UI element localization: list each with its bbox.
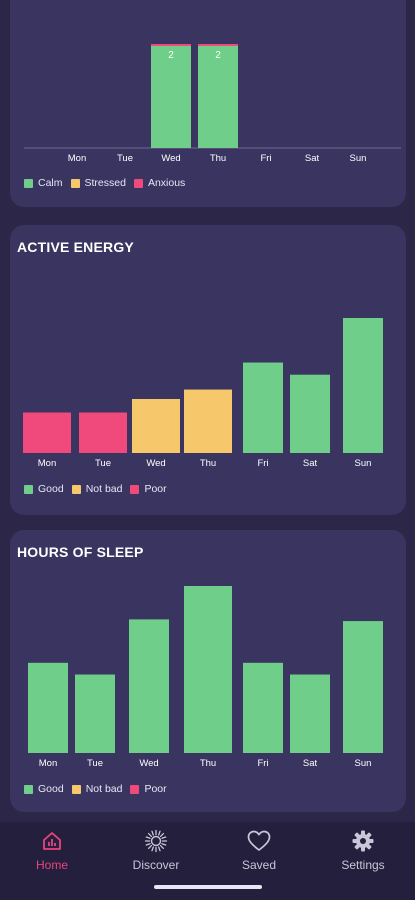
tick-label: Sun: [350, 153, 367, 164]
legend-label: Good: [38, 483, 64, 495]
tick-label: Sun: [355, 758, 372, 769]
bar-sat: [290, 374, 330, 453]
nav-saved[interactable]: Saved: [219, 828, 299, 872]
bar-value-label: 2: [215, 50, 221, 61]
bar-sun: [343, 621, 383, 753]
bar-value-label: 2: [168, 50, 174, 61]
bar-tue: [79, 412, 127, 453]
legend-swatch: [71, 784, 81, 794]
legend-label: Not bad: [85, 483, 123, 495]
card-title: HOURS OF SLEEP: [17, 544, 144, 560]
legend-swatch: [24, 178, 33, 188]
bar-wed: [132, 399, 180, 453]
hours-of-sleep-chart: Mon Tue Wed Thu Fri Sat Sun: [28, 586, 383, 769]
legend-good: Good: [24, 483, 64, 495]
tick-label: Tue: [87, 758, 103, 769]
nav-label: Settings: [341, 858, 385, 872]
legend-swatch: [70, 178, 80, 188]
legend-stressed: Stressed: [70, 177, 126, 189]
nav-discover[interactable]: Discover: [116, 828, 196, 872]
bar-mon: [28, 662, 68, 753]
tick-label: Mon: [39, 758, 57, 769]
legend-swatch: [71, 484, 81, 494]
tick-label: Wed: [161, 153, 180, 164]
legend-calm: Calm: [24, 177, 63, 189]
tick-label: Wed: [139, 758, 158, 769]
legend-swatch: [130, 484, 140, 494]
mood-card: Mon Tue 2 Wed 2 Thu Fri Sat Sun Calm Stressed An…: [10, 0, 406, 207]
chart-home-icon: [12, 828, 92, 854]
legend-poor: Poor: [130, 483, 167, 495]
tick-label: Fri: [257, 758, 268, 769]
tick-label: Mon: [38, 458, 56, 469]
nav-home[interactable]: Home: [12, 828, 92, 872]
legend-label: Not bad: [85, 783, 123, 795]
mood-chart: Mon Tue 2 Wed 2 Thu Fri Sat Sun: [24, 44, 401, 164]
nav-label: Saved: [241, 858, 277, 872]
tick-label: Sat: [303, 458, 318, 469]
nav-label: Discover: [132, 858, 180, 872]
tick-label: Tue: [95, 458, 111, 469]
tick-label: Thu: [210, 153, 226, 164]
tick-label: Sat: [303, 758, 318, 769]
tick-label: Fri: [257, 458, 268, 469]
card-title: ACTIVE ENERGY: [17, 239, 134, 255]
legend-label: Poor: [144, 483, 167, 495]
legend-not-bad: Not bad: [71, 483, 123, 495]
bar-fri: [243, 362, 283, 453]
gear-icon: [323, 828, 403, 854]
legend-label: Calm: [38, 177, 63, 189]
active-energy-card: ACTIVE ENERGY Mon Tue Wed Thu Fri Sat Sun Good…: [10, 225, 406, 515]
bar-sun: [343, 318, 383, 453]
legend-swatch: [133, 178, 143, 188]
tick-label: Sun: [355, 458, 372, 469]
legend-poor: Poor: [130, 783, 167, 795]
sun-burst-icon: [116, 828, 196, 854]
legend-label: Poor: [144, 783, 167, 795]
bar-thu: [184, 586, 232, 753]
tick-label: Tue: [117, 153, 133, 164]
active-energy-chart: Mon Tue Wed Thu Fri Sat Sun: [23, 318, 383, 469]
legend-swatch: [24, 784, 33, 794]
bar-fri: [243, 662, 283, 753]
nav-settings[interactable]: Settings: [323, 828, 403, 872]
energy-legend: Good Not bad Poor: [24, 483, 175, 495]
bar-top-accent: [151, 44, 191, 46]
legend-label: Anxious: [147, 177, 186, 189]
tick-label: Fri: [260, 153, 271, 164]
bar-wed: [129, 619, 169, 753]
nav-label: Home: [35, 858, 68, 872]
legend-swatch: [130, 784, 140, 794]
mood-legend: Calm Stressed Anxious: [24, 177, 193, 189]
legend-good: Good: [24, 783, 64, 795]
legend-not-bad: Not bad: [71, 783, 123, 795]
legend-swatch: [24, 484, 33, 494]
bar-sat: [290, 674, 330, 753]
tick-label: Sat: [305, 153, 320, 164]
legend-anxious: Anxious: [133, 177, 186, 189]
heart-icon: [219, 828, 299, 854]
bar-tue: [75, 674, 115, 753]
bar-top-accent: [198, 44, 238, 46]
bar-wed: [151, 44, 191, 148]
bar-thu: [198, 44, 238, 148]
tick-label: Wed: [146, 458, 165, 469]
bar-thu: [184, 389, 232, 453]
sleep-legend: Good Not bad Poor: [24, 783, 175, 795]
tick-label: Mon: [68, 153, 86, 164]
home-indicator: [154, 885, 262, 889]
hours-of-sleep-card: HOURS OF SLEEP Mon Tue Wed Thu Fri Sat Sun Goo…: [10, 530, 406, 812]
legend-label: Good: [38, 783, 64, 795]
tick-label: Thu: [200, 458, 216, 469]
legend-label: Stressed: [84, 177, 126, 189]
bar-mon: [23, 412, 71, 453]
tick-label: Thu: [200, 758, 216, 769]
